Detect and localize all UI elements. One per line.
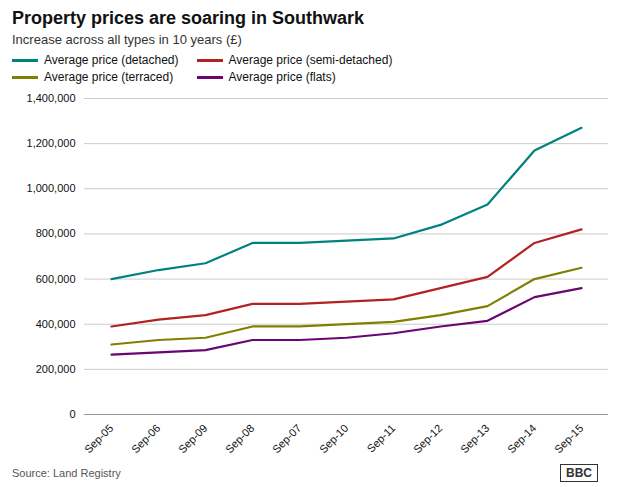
html-text:Increase across all types in 1: Increase across all types in 10 years (£… xyxy=(12,32,242,47)
svg-text:600,000: 600,000 xyxy=(36,273,76,285)
svg-text:Sep-11: Sep-11 xyxy=(364,422,397,455)
html-text:Average price (semi-detached): Average price (semi-detached) xyxy=(228,53,393,67)
svg-text:Sep-05: Sep-05 xyxy=(82,422,116,456)
html-text:BBC: BBC xyxy=(566,466,592,480)
svg-text:Sep-10: Sep-10 xyxy=(317,422,351,456)
svg-text:800,000: 800,000 xyxy=(36,227,76,239)
svg-text:1,200,000: 1,200,000 xyxy=(27,137,76,149)
svg-text:Sep-08: Sep-08 xyxy=(223,422,257,456)
svg-text:Sep-12: Sep-12 xyxy=(411,422,445,456)
html-text:Average price (terraced): Average price (terraced) xyxy=(44,70,174,84)
html-text:Average price (detached): Average price (detached) xyxy=(44,53,179,67)
svg-text:400,000: 400,000 xyxy=(36,318,76,330)
svg-text:Sep-14: Sep-14 xyxy=(505,422,539,456)
svg-text:Sep-13: Sep-13 xyxy=(458,422,492,456)
svg-text:0: 0 xyxy=(69,408,75,420)
svg-text:Sep-15: Sep-15 xyxy=(552,422,586,456)
html-text:Average price (flats): Average price (flats) xyxy=(228,70,336,84)
svg-text:Sep-07: Sep-07 xyxy=(270,422,304,456)
html-text:Property prices are soaring in: Property prices are soaring in Southwark xyxy=(12,8,365,28)
svg-text:Sep-06: Sep-06 xyxy=(129,422,163,456)
svg-text:1,000,000: 1,000,000 xyxy=(27,182,76,194)
html-text:Source: Land Registry: Source: Land Registry xyxy=(12,467,121,479)
svg-text:Sep-09: Sep-09 xyxy=(176,422,210,456)
svg-text:200,000: 200,000 xyxy=(36,363,76,375)
svg-text:1,400,000: 1,400,000 xyxy=(27,92,76,104)
